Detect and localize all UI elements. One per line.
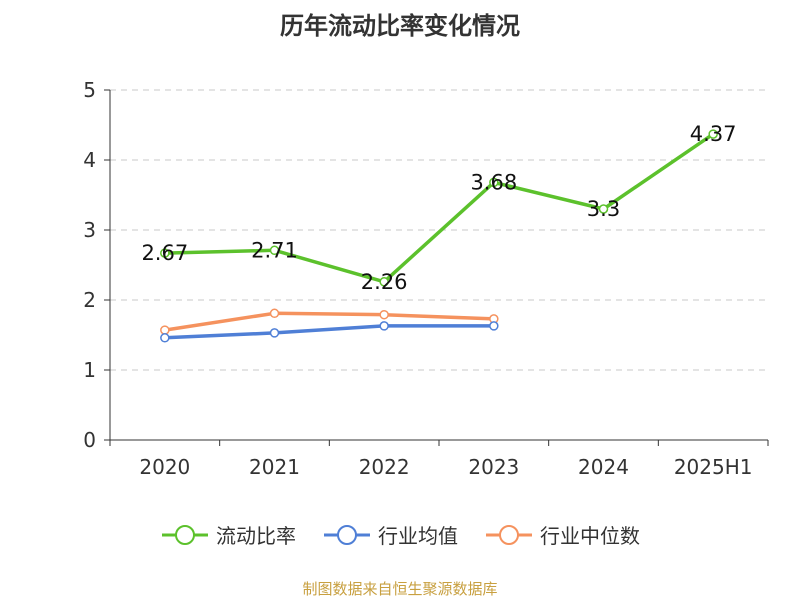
- source-note: 制图数据来自恒生聚源数据库: [302, 580, 498, 598]
- data-point: [269, 328, 280, 338]
- y-tick-label: 1: [83, 358, 96, 382]
- data-point: [708, 129, 718, 139]
- x-tick-label: 2021: [249, 455, 300, 479]
- x-tick-label: 2025H1: [674, 455, 753, 479]
- legend-marker-icon: [324, 524, 370, 545]
- data-point: [598, 204, 609, 214]
- data-point: [379, 309, 389, 320]
- data-point: [379, 321, 389, 331]
- series-line: [164, 311, 494, 332]
- data-label: 4.37: [690, 122, 737, 146]
- legend: 流动比率 行业均值 行业中位数: [0, 520, 800, 549]
- data-label: 3.3: [587, 197, 620, 221]
- data-point: [160, 333, 170, 343]
- data-point: [160, 325, 170, 335]
- data-point: [269, 308, 280, 319]
- y-tick-label: 5: [83, 78, 96, 102]
- series-line: [164, 132, 715, 284]
- legend-label: 行业均值: [378, 524, 458, 548]
- legend-item[interactable]: 流动比率: [160, 520, 296, 549]
- chart-title: 历年流动比率变化情况: [280, 12, 520, 40]
- series-line: [164, 324, 494, 340]
- y-tick-label: 0: [83, 428, 96, 452]
- data-point: [379, 277, 389, 287]
- x-tick-label: 2022: [359, 455, 410, 479]
- x-tick-label: 2023: [468, 455, 519, 479]
- legend-item[interactable]: 行业均值: [322, 520, 458, 549]
- data-label: 2.67: [141, 241, 188, 265]
- x-tick-label: 2020: [139, 455, 190, 479]
- data-label: 2.71: [251, 238, 298, 262]
- data-point: [160, 248, 170, 258]
- y-tick-label: 3: [83, 218, 96, 242]
- legend-marker-icon: [162, 524, 208, 545]
- x-tick-label: 2024: [578, 455, 629, 479]
- data-label: 2.26: [361, 270, 408, 294]
- legend-marker-icon: [486, 524, 532, 545]
- data-point: [489, 177, 499, 188]
- y-tick-label: 2: [83, 288, 96, 312]
- legend-label: 流动比率: [216, 524, 296, 548]
- legend-item[interactable]: 行业中位数: [484, 520, 640, 549]
- y-tick-label: 4: [83, 148, 96, 172]
- data-point: [489, 321, 499, 331]
- legend-label: 行业中位数: [540, 524, 640, 548]
- data-point: [269, 245, 280, 256]
- data-label: 3.68: [470, 170, 517, 194]
